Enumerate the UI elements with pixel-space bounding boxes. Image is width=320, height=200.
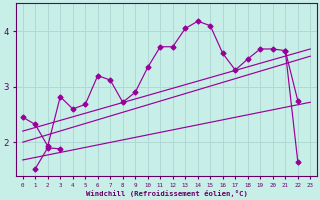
X-axis label: Windchill (Refroidissement éolien,°C): Windchill (Refroidissement éolien,°C) xyxy=(85,190,247,197)
